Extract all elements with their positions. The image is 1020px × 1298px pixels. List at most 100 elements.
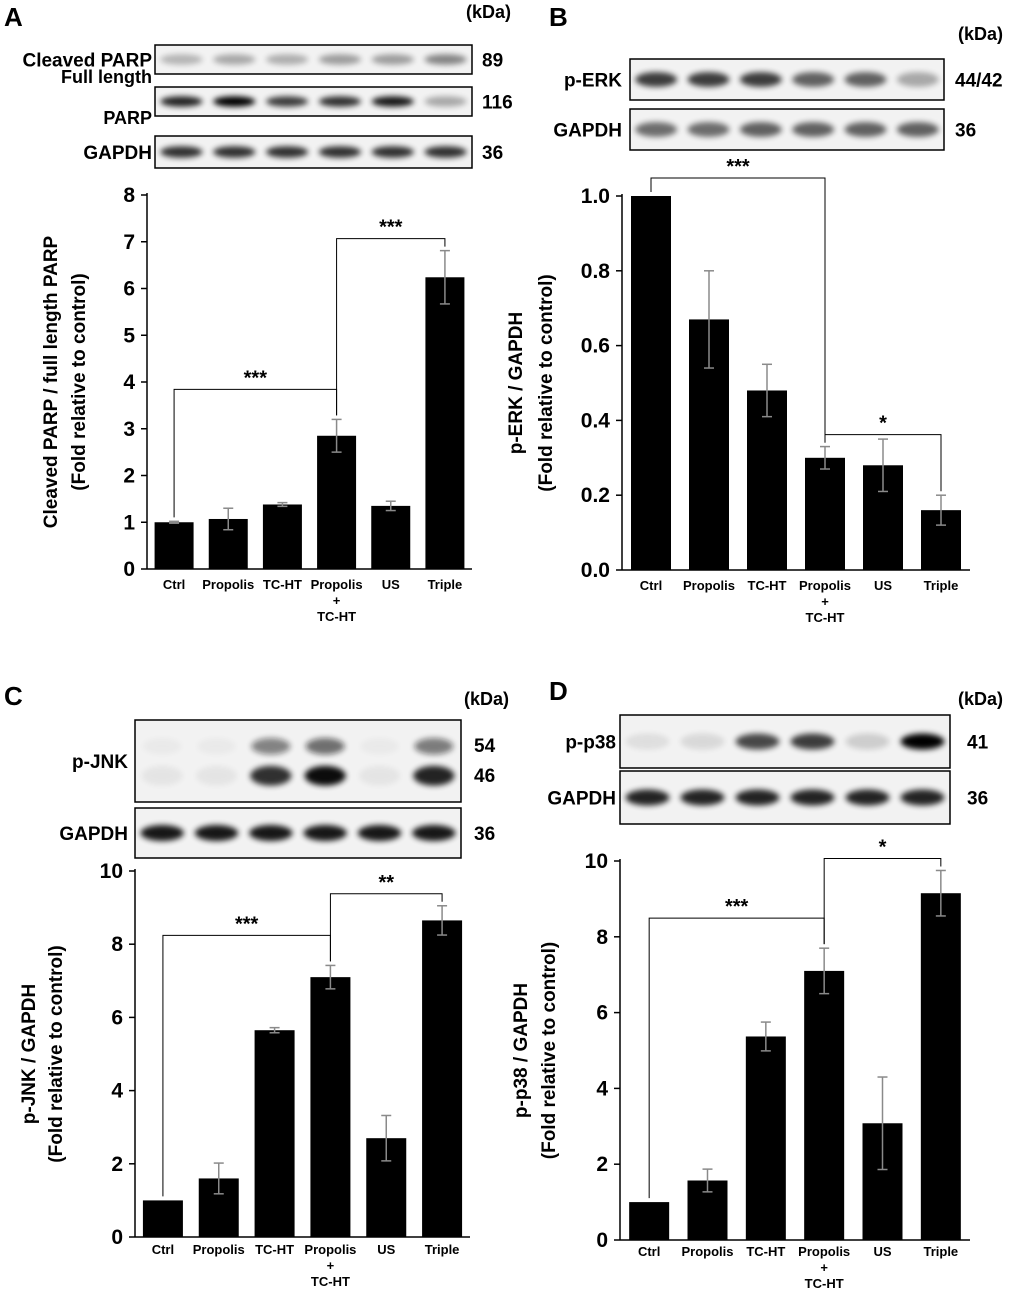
x-tick-label: TC-HT (805, 1276, 844, 1291)
blot-band (213, 54, 256, 65)
blot-band-upper (143, 738, 182, 754)
blot-kda: 89 (482, 51, 503, 72)
blot-band (265, 146, 309, 158)
x-tick-label: TC-HT (806, 610, 845, 625)
blot-frame (629, 108, 945, 151)
y-tick-label: 4 (123, 371, 135, 394)
blot-band (371, 54, 414, 65)
blot-band (739, 122, 782, 137)
blot-band (160, 146, 203, 158)
blot-kda: 44/42 (955, 71, 1003, 92)
blot-band-upper (197, 738, 236, 754)
blot-kda: 36 (482, 143, 503, 164)
y-tick-label: 3 (123, 418, 135, 441)
y-tick-label: 0.0 (581, 559, 610, 582)
blot-band (625, 789, 670, 806)
x-tick-label: TC-HT (748, 578, 787, 593)
blot-gapdh: GAPDH 36 (553, 108, 976, 151)
significance-bracket (173, 388, 338, 518)
blot-band (900, 789, 945, 806)
x-tick-label: Propolis (681, 1244, 733, 1259)
blot-frame (134, 719, 462, 803)
blot-band-upper (305, 738, 345, 755)
x-tick-label: Triple (923, 1244, 958, 1259)
blot-band (680, 733, 725, 750)
kda-header: (kDa) (958, 689, 1003, 709)
bar (371, 505, 411, 569)
blot-band (900, 733, 945, 750)
panel-a: A (kDa) Cleaved PARP 89 Full length PARP 116 GA… (4, 2, 513, 624)
x-tick-label: Propolis (304, 1242, 356, 1257)
blot-band (357, 825, 402, 841)
y-tick-label: 5 (123, 324, 135, 347)
blot-band (792, 72, 835, 87)
y-tick-label: 1 (123, 511, 135, 534)
x-tick-label: TC-HT (746, 1244, 785, 1259)
blot-frame (154, 135, 473, 169)
y-tick-label: 2 (596, 1153, 608, 1176)
significance-label: * (879, 836, 887, 858)
x-tick-label: TC-HT (317, 609, 356, 624)
y-tick-label: 10 (585, 850, 608, 873)
x-tick-label: Propolis (202, 577, 254, 592)
y-tick-label: 8 (111, 933, 123, 956)
blot-band (412, 825, 456, 841)
blot-name: GAPDH (553, 121, 622, 142)
blot-band (194, 825, 239, 841)
blot-band (318, 96, 362, 107)
bar (254, 1030, 295, 1237)
blot-band (424, 54, 467, 65)
significance-label: ** (378, 872, 394, 894)
blot-kda: 36 (955, 121, 976, 142)
blot-band (687, 122, 730, 137)
blot-band (845, 733, 890, 750)
bar (805, 457, 845, 570)
blot-band (371, 96, 414, 107)
panel-letter: A (4, 2, 23, 32)
y-tick-label: 2 (111, 1153, 123, 1176)
blot-gapdh: GAPDH 36 (547, 770, 988, 825)
panel-d: D (kDa) p-p38 41 GAPDH 36 0 2 4 6 8 10 p-p38 / GAPDH… (511, 676, 1003, 1291)
blot-name: PARP (103, 108, 152, 128)
x-tick-label: US (874, 578, 892, 593)
kda-header: (kDa) (464, 689, 509, 709)
x-tick-label: Triple (425, 1242, 460, 1257)
bar (804, 970, 845, 1240)
significance-bracket (162, 934, 331, 1197)
blot-frame (154, 44, 473, 75)
blot-kda: 36 (967, 789, 988, 810)
x-tick-label: TC-HT (263, 577, 302, 592)
y-tick-label: 0.8 (581, 260, 611, 283)
bar (747, 390, 787, 570)
blot-band-upper (414, 738, 454, 755)
panel-b: B (kDa) p-ERK 44/42 GAPDH 36 0.0 0.2 0.4 0.6 0.8 1.… (506, 2, 1003, 625)
significance-label: *** (379, 217, 403, 239)
blot-band-lower (304, 765, 346, 786)
bar (317, 435, 357, 569)
significance-bracket (648, 917, 825, 1199)
blot-band-lower (413, 765, 455, 786)
y-tick-label: 0 (111, 1226, 123, 1249)
significance-label: *** (235, 913, 259, 935)
blot-cleaved-parp: Cleaved PARP 89 (22, 44, 503, 75)
blot-frame (134, 807, 462, 859)
bar (310, 977, 351, 1237)
x-tick-label: Ctrl (640, 578, 662, 593)
blot-band (249, 825, 293, 841)
x-tick-label: + (821, 594, 829, 609)
blot-band (213, 96, 256, 107)
y-tick-label: 0.4 (581, 409, 611, 432)
bar (745, 1036, 786, 1240)
blot-band (635, 122, 678, 137)
y-tick-label: 0 (123, 558, 135, 581)
blot-band (213, 146, 256, 158)
x-tick-label: US (873, 1244, 891, 1259)
bar (629, 1202, 670, 1240)
blot-band (844, 122, 887, 137)
bar (631, 196, 671, 570)
blot-band (687, 72, 730, 87)
blot-name: p-ERK (564, 71, 622, 92)
blot-band-lower (195, 765, 238, 786)
